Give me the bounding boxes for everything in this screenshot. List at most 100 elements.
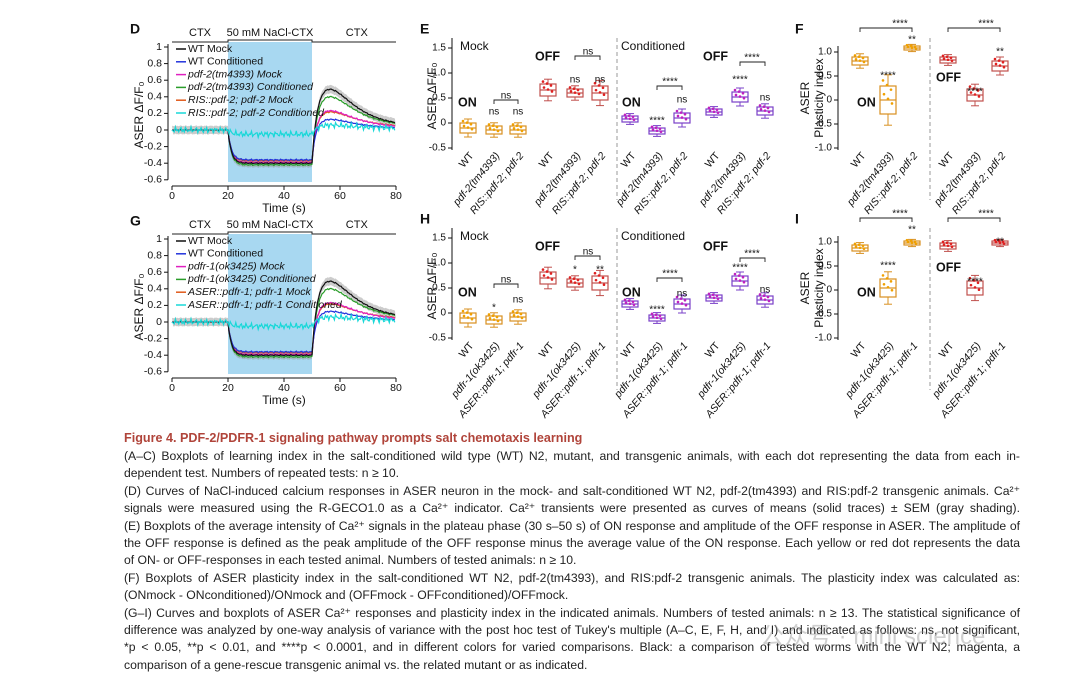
dot	[857, 243, 861, 247]
dot	[889, 88, 893, 91]
significance: ns	[501, 275, 512, 286]
panel-letter: E	[420, 21, 429, 37]
dot	[708, 295, 712, 299]
stimulus-label: CTX	[346, 27, 369, 39]
y-tick-label: 0.4	[147, 283, 162, 295]
significance: ****	[880, 261, 896, 272]
dot	[759, 108, 763, 111]
state-label: ON	[857, 285, 876, 299]
category-label: WT	[537, 150, 557, 171]
dot	[708, 109, 712, 113]
state-label: ON	[622, 285, 641, 299]
significance: **	[908, 35, 916, 46]
significance: ****	[892, 19, 908, 30]
bracket	[947, 27, 1001, 32]
dot	[573, 281, 577, 284]
y-tick-label: 0	[826, 95, 832, 106]
y-tick-label: 1	[156, 233, 162, 245]
category-label: WT	[849, 150, 869, 171]
dot	[683, 112, 687, 116]
y-tick-label: 0.5	[432, 283, 446, 294]
sem-shade	[172, 276, 396, 360]
dot	[946, 58, 950, 62]
significance: ns	[583, 247, 594, 258]
y-tick-label: -0.5	[429, 333, 447, 344]
legend-entry: ASER::pdfr-1; pdfr-1 Conditioned	[187, 299, 343, 311]
bracket	[656, 277, 683, 282]
dot	[594, 278, 598, 282]
y-tick-label: -0.4	[144, 349, 162, 361]
x-tick-label: 40	[278, 190, 290, 202]
group-label: Mock	[460, 229, 490, 243]
category-label: WT	[849, 340, 869, 361]
dot	[659, 317, 663, 321]
dot	[767, 299, 771, 303]
dot	[972, 87, 976, 90]
dot	[997, 239, 1001, 243]
bracket	[574, 55, 601, 60]
significance: ns	[570, 75, 581, 86]
dot	[624, 116, 628, 120]
dot	[969, 91, 973, 94]
dot	[973, 286, 977, 289]
dot	[742, 280, 746, 284]
dot	[627, 299, 631, 303]
significance: ns	[513, 295, 524, 306]
dot	[546, 276, 550, 279]
dot	[469, 312, 473, 316]
dot	[906, 45, 910, 49]
caption-line: comparison of a gene-rescue transgenic a…	[124, 657, 588, 672]
state-label: OFF	[703, 49, 728, 63]
dot	[683, 298, 687, 302]
dot	[910, 241, 914, 245]
dot	[680, 116, 684, 119]
bracket	[493, 99, 519, 104]
dot	[909, 44, 913, 48]
x-tick-label: 0	[169, 190, 175, 202]
bracket	[493, 283, 519, 288]
significance: ns	[760, 285, 771, 296]
dot	[711, 107, 715, 111]
dot	[461, 119, 465, 123]
dot	[675, 295, 679, 299]
y-tick-label: -0.6	[144, 174, 162, 186]
significance: ****	[662, 269, 678, 280]
dot	[1002, 242, 1006, 245]
trace	[171, 120, 396, 140]
dot	[890, 288, 894, 292]
dot	[650, 125, 654, 129]
y-tick-label: 0	[156, 316, 162, 328]
dot	[623, 113, 627, 117]
dot	[462, 314, 466, 318]
dot	[758, 104, 762, 107]
y-tick-label: 0	[156, 124, 162, 136]
dot	[890, 102, 894, 105]
dot	[968, 85, 972, 88]
significance: ****	[732, 263, 748, 274]
dot	[763, 298, 767, 301]
dot	[675, 109, 679, 113]
dot	[487, 313, 491, 316]
y-tick-label: -0.4	[144, 157, 162, 169]
dot	[492, 128, 496, 131]
dot	[711, 293, 715, 297]
caption-line: (G–I) Curves and boxplots of ASER Ca²⁺ r…	[124, 605, 1020, 620]
significance: ns	[513, 107, 524, 118]
dot	[906, 240, 910, 244]
dot	[542, 274, 546, 277]
dot	[994, 62, 998, 66]
dot	[462, 124, 466, 128]
y-tick-label: 0.8	[147, 249, 162, 261]
dot	[1001, 240, 1005, 243]
dot	[914, 242, 918, 245]
dot	[968, 276, 972, 280]
dot	[914, 47, 918, 50]
significance: **	[908, 225, 916, 236]
dot	[950, 59, 954, 63]
dot	[882, 282, 886, 286]
y-tick-label: 0.5	[432, 93, 446, 104]
significance: ns	[489, 107, 500, 118]
dot	[623, 298, 627, 302]
dot	[577, 92, 581, 96]
significance: ****	[978, 19, 994, 30]
